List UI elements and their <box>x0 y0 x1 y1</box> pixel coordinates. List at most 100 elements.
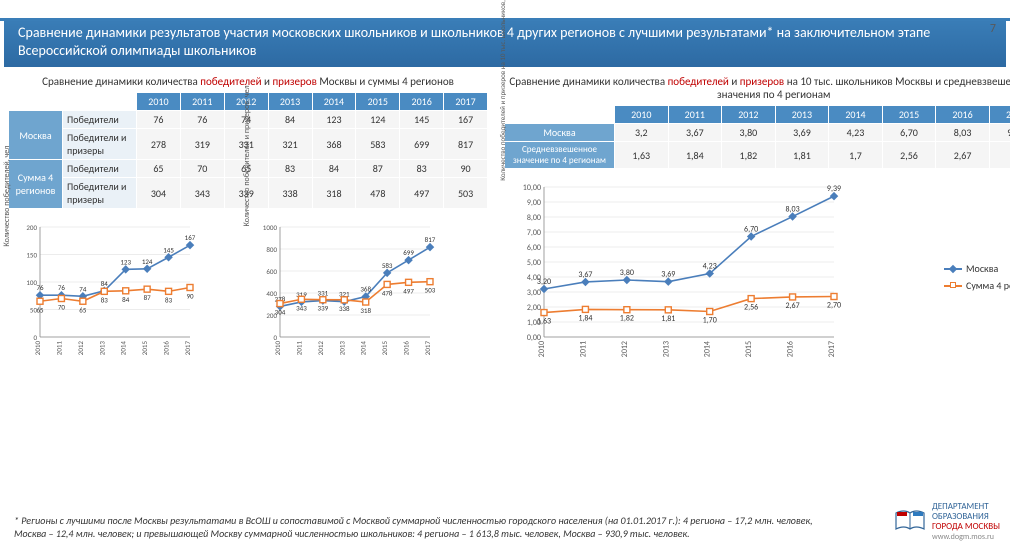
svg-text:0: 0 <box>273 333 277 342</box>
svg-text:1,82: 1,82 <box>620 314 634 324</box>
page-number: 7 <box>990 22 996 36</box>
legend-moscow: Москва <box>966 262 998 275</box>
svg-text:583: 583 <box>382 261 393 270</box>
svg-text:478: 478 <box>382 288 393 297</box>
svg-text:150: 150 <box>26 251 37 260</box>
svg-text:2016: 2016 <box>786 341 796 357</box>
svg-text:84: 84 <box>122 295 130 304</box>
legend-sum4: Сумма 4 регионов <box>966 279 1010 292</box>
svg-text:9,39: 9,39 <box>827 184 841 194</box>
svg-text:2014: 2014 <box>359 341 368 356</box>
svg-text:2015: 2015 <box>744 341 754 357</box>
svg-text:90: 90 <box>186 292 194 301</box>
svg-text:497: 497 <box>403 286 414 295</box>
svg-text:0: 0 <box>33 333 37 342</box>
svg-text:3,00: 3,00 <box>527 288 541 298</box>
chart3-ylabel: Количество победителей и призеров на 10 … <box>498 0 507 181</box>
chart-winners-prizers: Количество победителей и призеров, чел 0… <box>248 219 478 374</box>
footnote: * Регионы с лучшими после Москвы результ… <box>14 515 830 540</box>
logo: ДЕПАРТАМЕНТОБРАЗОВАНИЯГОРОДА МОСКВЫ www.… <box>894 502 1000 542</box>
svg-text:2016: 2016 <box>162 341 171 356</box>
chart2-ylabel: Количество победителей и призеров, чел <box>242 85 252 226</box>
svg-text:3,80: 3,80 <box>620 268 634 278</box>
svg-text:2,00: 2,00 <box>527 303 541 313</box>
chart-legend: Москва Сумма 4 регионов <box>944 177 1010 377</box>
svg-text:65: 65 <box>79 305 87 314</box>
svg-text:74: 74 <box>79 284 87 293</box>
svg-text:2014: 2014 <box>703 341 713 357</box>
right-table-caption: Сравнение динамики количества победителе… <box>504 75 1010 101</box>
svg-text:1,70: 1,70 <box>703 316 717 326</box>
svg-text:3,20: 3,20 <box>537 277 551 287</box>
svg-text:800: 800 <box>266 245 277 254</box>
svg-text:2013: 2013 <box>337 341 346 356</box>
svg-text:70: 70 <box>58 303 66 312</box>
svg-text:318: 318 <box>360 306 371 315</box>
svg-text:817: 817 <box>425 235 436 244</box>
svg-text:2012: 2012 <box>620 341 630 357</box>
svg-text:8,00: 8,00 <box>527 213 541 223</box>
svg-text:8,03: 8,03 <box>785 205 799 215</box>
svg-text:2014: 2014 <box>119 341 128 356</box>
svg-text:200: 200 <box>26 223 37 232</box>
svg-text:3,67: 3,67 <box>578 270 592 280</box>
svg-text:503: 503 <box>425 286 436 295</box>
svg-text:600: 600 <box>266 267 277 276</box>
svg-text:2015: 2015 <box>380 341 389 356</box>
svg-text:368: 368 <box>360 285 371 294</box>
svg-text:2011: 2011 <box>578 341 588 357</box>
svg-text:2012: 2012 <box>316 341 325 356</box>
svg-text:5,00: 5,00 <box>527 258 541 268</box>
svg-text:2,67: 2,67 <box>785 301 799 311</box>
book-icon <box>894 509 926 535</box>
logo-l3: ГОРОДА МОСКВЫ <box>932 521 1000 532</box>
svg-text:124: 124 <box>142 257 153 266</box>
svg-text:2017: 2017 <box>183 341 192 356</box>
right-table: 20102011201220132014201520162017Москва3,… <box>504 105 1010 169</box>
svg-text:76: 76 <box>58 283 66 292</box>
svg-text:2013: 2013 <box>661 341 671 357</box>
svg-text:304: 304 <box>275 308 286 317</box>
svg-text:84: 84 <box>101 279 109 288</box>
svg-text:76: 76 <box>36 283 44 292</box>
chart-winners: Количество победителей, чел 050100150200… <box>8 219 238 374</box>
svg-text:699: 699 <box>403 248 414 257</box>
svg-text:167: 167 <box>185 233 196 242</box>
svg-text:2012: 2012 <box>76 341 85 356</box>
svg-text:6,70: 6,70 <box>744 225 758 235</box>
svg-text:6,00: 6,00 <box>527 243 541 253</box>
svg-text:2015: 2015 <box>140 341 149 356</box>
svg-text:2,56: 2,56 <box>744 303 758 313</box>
svg-text:1,84: 1,84 <box>578 313 592 323</box>
svg-text:1000: 1000 <box>263 223 278 232</box>
svg-text:2011: 2011 <box>54 341 63 356</box>
svg-text:2010: 2010 <box>273 341 282 356</box>
svg-text:123: 123 <box>120 257 131 266</box>
svg-text:83: 83 <box>101 295 109 304</box>
svg-text:10,00: 10,00 <box>523 183 541 193</box>
chart-per-10k: Количество победителей и призеров на 10 … <box>504 177 944 377</box>
svg-text:65: 65 <box>36 305 44 314</box>
svg-text:1,63: 1,63 <box>537 317 551 327</box>
svg-text:2,70: 2,70 <box>827 301 841 311</box>
svg-text:2017: 2017 <box>423 341 432 356</box>
svg-text:2011: 2011 <box>294 341 303 356</box>
svg-text:343: 343 <box>296 303 307 312</box>
svg-text:4,23: 4,23 <box>703 262 717 272</box>
svg-text:2016: 2016 <box>402 341 411 356</box>
logo-url: www.dogm.mos.ru <box>932 532 1000 542</box>
svg-text:2010: 2010 <box>537 341 547 357</box>
svg-text:7,00: 7,00 <box>527 228 541 238</box>
svg-text:87: 87 <box>144 293 152 302</box>
svg-text:83: 83 <box>165 295 173 304</box>
svg-text:339: 339 <box>318 304 329 313</box>
svg-text:338: 338 <box>339 304 350 313</box>
svg-text:1,81: 1,81 <box>661 314 675 324</box>
svg-text:2017: 2017 <box>827 341 837 357</box>
svg-text:9,00: 9,00 <box>527 198 541 208</box>
chart1-ylabel: Количество победителей, чел <box>2 145 12 246</box>
svg-text:2013: 2013 <box>97 341 106 356</box>
svg-text:3,69: 3,69 <box>661 270 675 280</box>
svg-text:2010: 2010 <box>33 341 42 356</box>
svg-text:145: 145 <box>163 245 174 254</box>
